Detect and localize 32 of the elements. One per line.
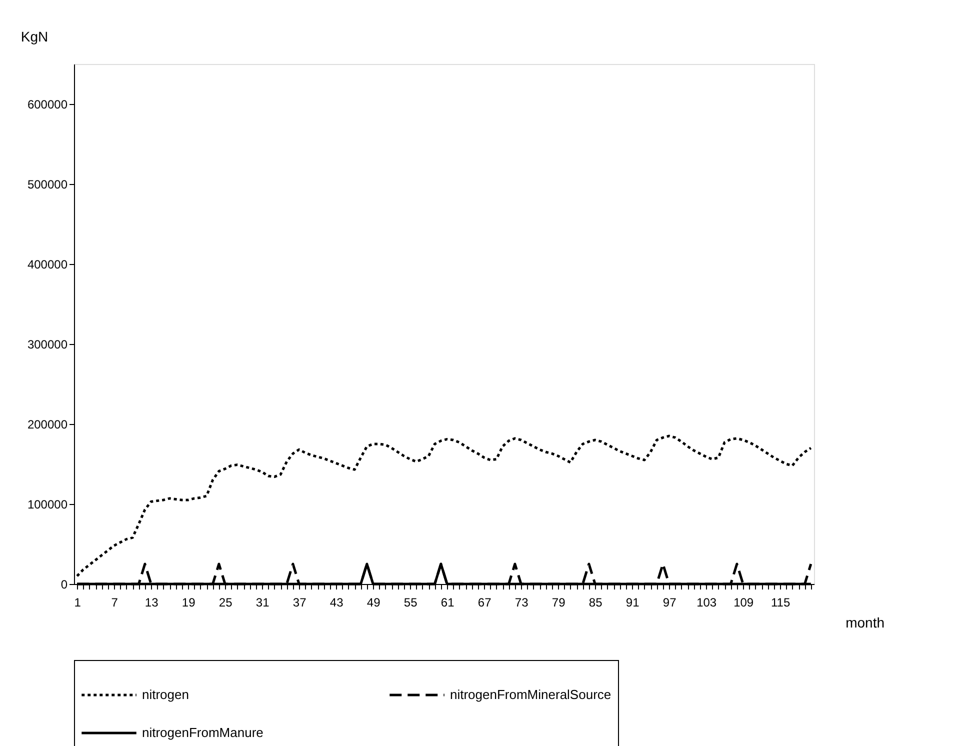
x-axis-title: month xyxy=(846,614,884,630)
y-tick-label: 0 xyxy=(60,578,68,592)
legend-label: nitrogen xyxy=(142,687,189,702)
x-tick-label: 85 xyxy=(588,596,603,610)
x-tick-label: 7 xyxy=(111,596,118,610)
x-tick-label: 91 xyxy=(626,596,640,610)
x-tick-label: 109 xyxy=(734,596,754,610)
x-tick-label: 97 xyxy=(662,596,677,610)
x-tick-label: 55 xyxy=(404,596,418,610)
x-tick-label: 79 xyxy=(552,596,566,610)
y-tick-label: 500000 xyxy=(27,178,68,192)
x-tick-label: 31 xyxy=(256,596,270,610)
legend-label: nitrogenFromMineralSource xyxy=(450,687,612,702)
y-tick-label: 400000 xyxy=(27,258,68,272)
y-tick-label: 300000 xyxy=(27,338,68,352)
x-tick-label: 19 xyxy=(182,596,196,610)
x-tick-label: 115 xyxy=(771,596,790,610)
y-axis-title: KgN xyxy=(20,28,48,44)
x-tick-label: 61 xyxy=(440,596,455,610)
y-tick-label: 600000 xyxy=(27,98,68,112)
y-tick-label: 100000 xyxy=(27,498,68,512)
x-tick-label: 1 xyxy=(74,596,82,610)
x-tick-label: 13 xyxy=(144,596,159,610)
x-tick-label: 103 xyxy=(696,596,717,610)
x-tick-label: 43 xyxy=(330,596,344,610)
x-tick-label: 37 xyxy=(292,596,307,610)
y-tick-label: 200000 xyxy=(27,418,68,432)
legend-label: nitrogenFromManure xyxy=(142,725,264,740)
x-tick-label: 67 xyxy=(478,596,492,610)
x-tick-label: 73 xyxy=(514,596,529,610)
x-tick-label: 49 xyxy=(366,596,381,610)
x-tick-label: 25 xyxy=(218,596,233,610)
